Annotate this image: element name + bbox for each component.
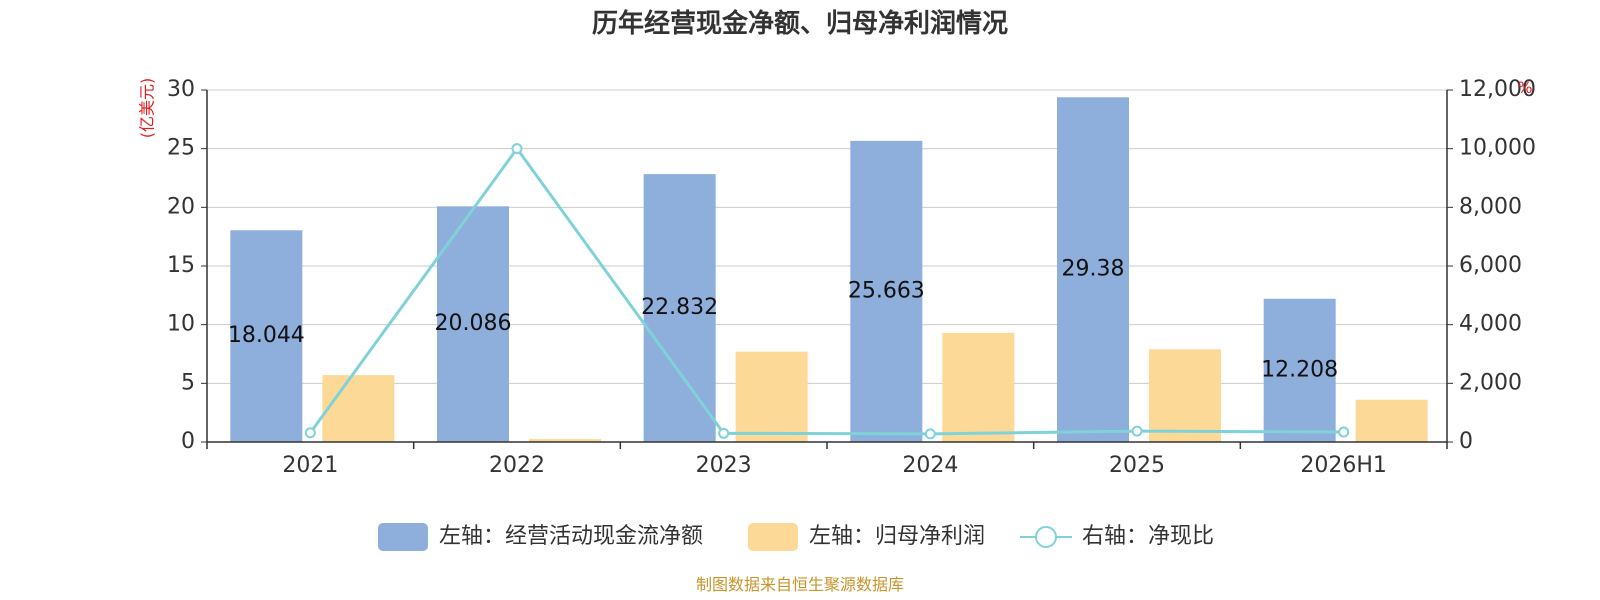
right-axis-tick-label: 0 [1459,429,1473,454]
right-axis-tick-label: 6,000 [1459,253,1522,278]
source-note: 制图数据来自恒生聚源数据库 [696,575,904,594]
line-point-cash-to-profit-ratio [924,428,936,440]
right-axis-tick-label: 10,000 [1459,136,1536,161]
axes: 05101520253002,0004,0006,0008,00010,0001… [167,77,1536,478]
right-axis-tick-label: 12,000 [1459,77,1536,102]
left-axis-tick-label: 10 [167,312,195,337]
legend: 左轴：经营活动现金流净额 左轴：归母净利润 右轴：净现比 [378,523,1214,551]
grid-lines [207,89,1447,384]
line-point-cash-to-profit-ratio [304,427,316,439]
data-label-operating-cash-flow: 12.208 [1261,357,1338,382]
line-point-cash-to-profit-ratio [511,143,523,155]
bar-operating-cash-flow [437,206,509,442]
left-axis-tick-label: 5 [181,370,195,395]
left-axis-tick-label: 20 [167,194,195,219]
data-label-operating-cash-flow: 29.38 [1062,257,1125,282]
bar-operating-cash-flow [1057,97,1129,443]
line-cash-to-profit-ratio [309,146,1344,436]
left-axis-tick-label: 25 [167,136,195,161]
bar-series-group [230,97,1428,443]
data-label-operating-cash-flow: 20.086 [435,311,512,336]
x-axis-tick-label: 2026H1 [1300,453,1387,478]
bar-operating-cash-flow [230,230,303,442]
x-axis-tick-label: 2023 [696,453,752,478]
bar-operating-cash-flow [643,174,716,442]
bar-net-profit [1149,349,1221,442]
data-label-operating-cash-flow: 25.663 [848,278,925,303]
bar-net-profit [1355,399,1428,442]
legend-label-net-profit: 左轴：归母净利润 [809,524,985,549]
x-axis-tick-label: 2024 [902,453,958,478]
line-point-cash-to-profit-ratio [1338,426,1350,438]
legend-label-operating-cash-flow: 左轴：经营活动现金流净额 [439,524,703,549]
bar-operating-cash-flow [1263,298,1336,442]
bar-net-profit [942,332,1015,442]
line-point-cash-to-profit-ratio [1131,425,1143,437]
bar-net-profit [735,351,808,442]
bar-net-profit [529,439,601,442]
data-label-operating-cash-flow: 22.832 [641,295,718,320]
data-label-operating-cash-flow: 18.044 [228,323,305,348]
x-axis-tick-label: 2022 [489,453,545,478]
data-labels: 18.044 20.086 22.832 25.663 29.38 12.208 [228,257,1338,383]
right-axis-tick-label: 4,000 [1459,312,1522,337]
left-axis-unit: (亿美元) [138,78,157,139]
line-series-group [304,143,1350,440]
bar-net-profit [322,375,395,442]
legend-swatch-operating-cash-flow [378,523,428,551]
legend-label-ratio: 右轴：净现比 [1082,524,1214,549]
left-axis-tick-label: 15 [167,253,195,278]
line-point-cash-to-profit-ratio [718,427,730,439]
x-axis-tick-label: 2021 [282,453,338,478]
bar-operating-cash-flow [850,140,923,443]
x-axis-tick-label: 2025 [1109,453,1165,478]
chart-title: 历年经营现金净额、归母净利润情况 [592,8,1008,39]
legend-marker-ratio-icon [1035,526,1057,548]
left-axis-tick-label: 0 [181,429,195,454]
left-axis-tick-label: 30 [167,77,195,102]
right-axis-tick-label: 8,000 [1459,194,1522,219]
legend-swatch-net-profit [748,523,798,551]
right-axis-unit: % [1517,78,1532,97]
right-axis-tick-label: 2,000 [1459,370,1522,395]
